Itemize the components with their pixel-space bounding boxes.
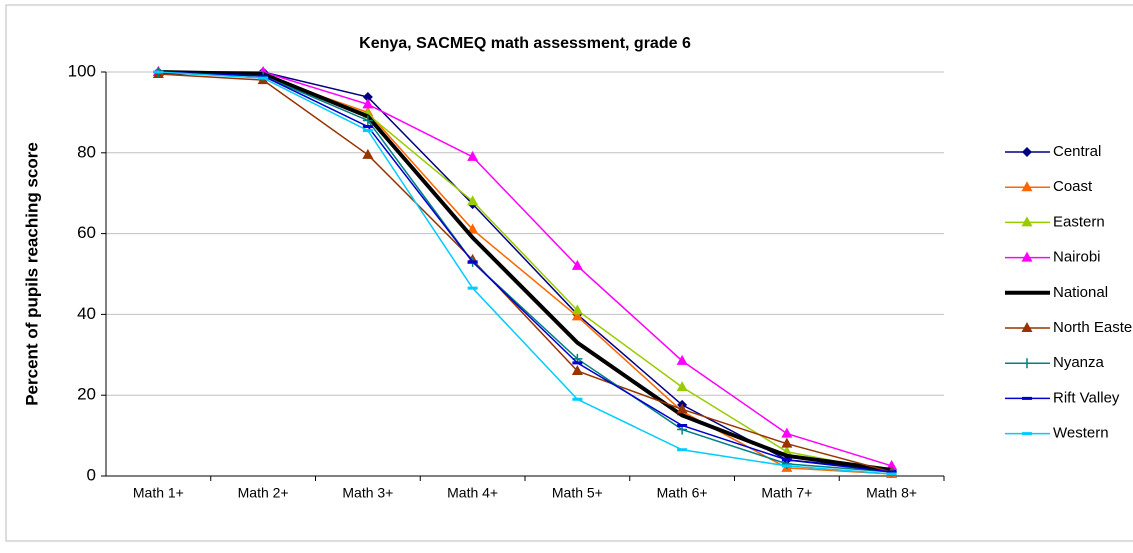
marker [572, 397, 583, 401]
x-tick-label: Math 3+ [342, 485, 393, 501]
marker [781, 427, 793, 438]
legend-label: Central [1053, 143, 1101, 160]
y-tick-label: 80 [77, 142, 96, 161]
marker [467, 260, 478, 264]
marker [153, 70, 164, 74]
marker [1021, 322, 1033, 332]
marker [362, 125, 373, 129]
marker [676, 381, 688, 392]
marker [1022, 432, 1032, 436]
series-line [158, 71, 892, 473]
series-line [158, 71, 892, 467]
marker [571, 310, 583, 321]
marker [572, 361, 583, 365]
series-line [158, 73, 892, 473]
chart-title: Kenya, SACMEQ math assessment, grade 6 [359, 35, 691, 52]
legend-label: Nyanza [1053, 354, 1105, 371]
marker [362, 129, 373, 133]
marker [467, 286, 478, 290]
marker [362, 98, 374, 109]
marker [781, 458, 792, 462]
marker [677, 424, 688, 427]
x-tick-label: Math 1+ [133, 485, 184, 501]
chart-frame [5, 4, 1133, 542]
y-tick-label: 100 [68, 61, 96, 80]
x-tick-label: Math 8+ [866, 485, 917, 501]
marker [1021, 181, 1033, 192]
marker [467, 195, 479, 206]
marker [1021, 251, 1033, 262]
legend-label: Rift Valley [1053, 389, 1120, 406]
marker [1021, 216, 1033, 227]
legend-label: Eastern [1053, 213, 1105, 230]
series-line [158, 71, 892, 473]
legend-label: Western [1053, 425, 1109, 442]
marker [571, 259, 583, 270]
marker [362, 92, 373, 103]
legend-label: North Eastern [1053, 319, 1133, 336]
y-tick-label: 0 [87, 465, 96, 484]
marker [676, 403, 688, 414]
legend-label: Coast [1053, 178, 1093, 195]
marker [571, 304, 583, 315]
legend-label: National [1053, 284, 1108, 301]
y-tick-label: 60 [77, 223, 96, 242]
marker [886, 472, 897, 476]
marker [467, 150, 479, 161]
marker [362, 115, 373, 126]
series-line [158, 71, 892, 475]
x-tick-label: Math 6+ [657, 485, 708, 501]
marker [886, 470, 897, 474]
y-tick-label: 40 [77, 304, 96, 323]
marker [1022, 358, 1032, 369]
marker [781, 437, 793, 448]
x-tick-label: Math 7+ [761, 485, 812, 501]
marker [571, 364, 583, 375]
series-line [158, 70, 892, 472]
legend-label: Nairobi [1053, 249, 1101, 266]
x-tick-label: Math 2+ [238, 485, 289, 501]
marker [362, 148, 374, 159]
marker [886, 459, 898, 470]
marker [1022, 147, 1032, 157]
marker [1022, 396, 1032, 400]
marker [258, 76, 269, 80]
x-tick-label: Math 4+ [447, 485, 498, 501]
marker [467, 223, 479, 234]
x-tick-label: Math 5+ [552, 485, 603, 501]
marker [676, 354, 688, 365]
marker [781, 464, 792, 468]
y-axis-label: Percent of pupils reaching score [22, 142, 41, 406]
marker [258, 74, 269, 78]
y-tick-label: 20 [77, 385, 96, 404]
marker [677, 448, 688, 452]
